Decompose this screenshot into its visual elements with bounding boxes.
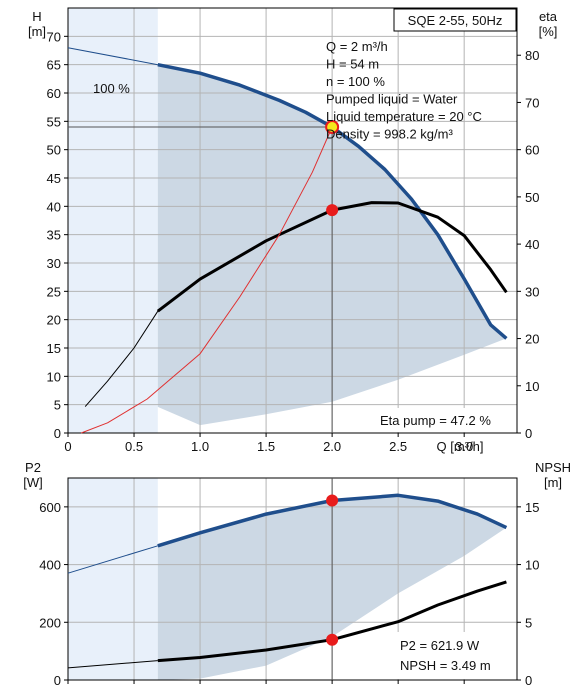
efficiency-curve-extension: [84, 310, 159, 407]
x-tick-label: 1.5: [257, 439, 275, 454]
duty-point-marker: [326, 494, 339, 507]
duty-point-head: [325, 120, 340, 134]
x-tick-label: 0.5: [125, 439, 143, 454]
power-curve: [157, 493, 508, 548]
y-left-tick-label: 50: [47, 143, 61, 158]
npsh-curve: [157, 580, 507, 663]
title-box: [393, 8, 517, 32]
plot-frame: [67, 7, 518, 434]
y-left-tick-label: 15: [47, 341, 61, 356]
y-left-tick-label: 600: [39, 500, 61, 515]
y-right-tick-label: 10: [525, 379, 539, 394]
y-right-axis-label: eta: [539, 9, 558, 24]
y-right-tick-label: 0: [525, 673, 532, 688]
y-right-tick-label: 70: [525, 95, 539, 110]
system-curve: [81, 126, 333, 434]
npsh-readout: NPSH = 3.49 m: [400, 658, 491, 673]
eta-pump-readout: Eta pump = 47.2 %: [380, 413, 491, 428]
duty-info-line: Liquid temperature = 20 °C: [326, 109, 482, 124]
y-right-axis-label: NPSH: [535, 460, 571, 475]
y-left-tick-label: 0: [54, 673, 61, 688]
power-readout: P2 = 621.9 W: [400, 638, 480, 653]
y-left-tick-label: 45: [47, 171, 61, 186]
y-left-axis-unit: [W]: [23, 475, 43, 490]
y-right-tick-label: 20: [525, 332, 539, 347]
x-tick-label: 2.0: [323, 439, 341, 454]
low-flow-band: [68, 478, 158, 680]
y-left-tick-label: 65: [47, 58, 61, 73]
duty-info-line: Pumped liquid = Water: [326, 92, 458, 107]
y-right-tick-label: 30: [525, 284, 539, 299]
y-left-tick-label: 25: [47, 284, 61, 299]
speed-curve-label: 100 %: [93, 81, 130, 96]
y-right-tick-label: 60: [525, 143, 539, 158]
y-left-tick-label: 10: [47, 369, 61, 384]
y-left-tick-label: 55: [47, 114, 61, 129]
duty-point-marker: [326, 633, 339, 646]
y-left-tick-label: 5: [54, 398, 61, 413]
efficiency-curve: [156, 201, 508, 313]
y-right-axis-unit: [m]: [544, 475, 562, 490]
y-left-axis-label: H: [32, 9, 41, 24]
low-flow-band: [68, 8, 158, 433]
chart-title: SQE 2-55, 50Hz: [408, 13, 503, 28]
y-right-tick-label: 5: [525, 615, 532, 630]
y-left-tick-label: 60: [47, 86, 61, 101]
y-left-tick-label: 200: [39, 615, 61, 630]
duty-info-line: Density = 998.2 kg/m³: [326, 127, 453, 142]
head-efficiency-panel: 0 0.5 1.0 1.5 2.0 2.5 3.0 0 5 10 15 20 25 30 35 40 45 50 5…: [28, 7, 558, 454]
readout-box: [394, 632, 516, 679]
y-left-tick-label: 20: [47, 313, 61, 328]
duty-info-line: H = 54 m: [326, 57, 379, 72]
y-left-tick-label: 40: [47, 199, 61, 214]
y-left-tick-label: 30: [47, 256, 61, 271]
duty-point-marker: [326, 204, 339, 217]
y-left-tick-label: 35: [47, 228, 61, 243]
y-right-tick-label: 50: [525, 190, 539, 205]
power-curve-extension: [67, 545, 158, 574]
power-npsh-panel: 0 200 400 600 0 5 10 15 P2[W] NPSH[m] P2 = 621.9 W…: [23, 460, 571, 688]
y-right-axis-unit: [%]: [539, 24, 558, 39]
y-left-axis-unit: [m]: [28, 24, 46, 39]
y-right-tick-label: 0: [525, 426, 532, 441]
x-tick-label: 3.0: [455, 439, 473, 454]
plot-frame: [67, 477, 518, 681]
y-right-tick-label: 80: [525, 48, 539, 63]
x-tick-label: 2.5: [389, 439, 407, 454]
y-right-tick-label: 15: [525, 500, 539, 515]
head-curve: [157, 62, 508, 340]
x-axis-label: Q [m³/h]: [437, 439, 484, 454]
duty-info-line: n = 100 %: [326, 74, 385, 89]
x-tick-label: 1.0: [191, 439, 209, 454]
y-left-tick-label: 400: [39, 558, 61, 573]
y-left-tick-label: 0: [54, 426, 61, 441]
y-right-tick-label: 40: [525, 237, 539, 252]
eta-note-box: [376, 408, 516, 432]
head-curve-extension: [67, 47, 158, 66]
x-tick-label: 0: [64, 439, 71, 454]
y-left-axis-label: P2: [25, 460, 41, 475]
duty-info-line: Q = 2 m³/h: [326, 39, 388, 54]
y-left-tick-label: 70: [47, 29, 61, 44]
npsh-curve-extension: [67, 660, 158, 669]
y-right-tick-label: 10: [525, 558, 539, 573]
